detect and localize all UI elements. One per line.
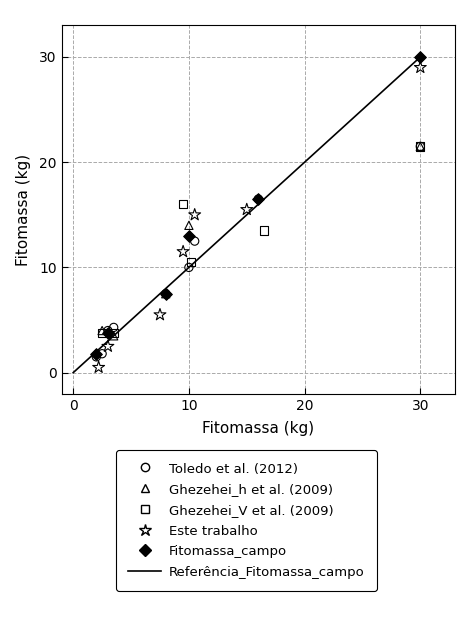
Point [162, 289, 170, 299]
Point [185, 231, 193, 241]
Point [110, 323, 118, 333]
Y-axis label: Fitomassa (kg): Fitomassa (kg) [16, 154, 31, 265]
Point [162, 289, 170, 299]
Point [110, 331, 118, 341]
Point [98, 349, 106, 359]
Point [156, 310, 164, 320]
Point [110, 328, 118, 338]
Point [417, 62, 424, 72]
Point [104, 341, 112, 351]
Point [179, 199, 187, 210]
Point [92, 349, 100, 359]
Point [185, 220, 193, 231]
Point [255, 194, 262, 204]
Point [95, 363, 102, 373]
Point [191, 236, 199, 246]
Point [104, 326, 112, 336]
Point [260, 225, 268, 236]
Point [185, 262, 193, 272]
Point [98, 328, 106, 338]
Legend: Toledo et al. (2012), Ghezehei_h et al. (2009), Ghezehei_V et al. (2009), Este t: Toledo et al. (2012), Ghezehei_h et al. … [116, 450, 377, 591]
Point [191, 210, 199, 220]
Point [179, 246, 187, 257]
Point [417, 52, 424, 62]
Point [104, 328, 112, 338]
Point [243, 204, 251, 215]
Point [417, 142, 424, 152]
Point [98, 326, 106, 336]
Point [417, 142, 424, 152]
Point [417, 142, 424, 152]
Point [162, 289, 170, 299]
Point [187, 257, 195, 267]
Point [255, 194, 262, 204]
Point [92, 352, 100, 362]
X-axis label: Fitomassa (kg): Fitomassa (kg) [202, 421, 314, 436]
